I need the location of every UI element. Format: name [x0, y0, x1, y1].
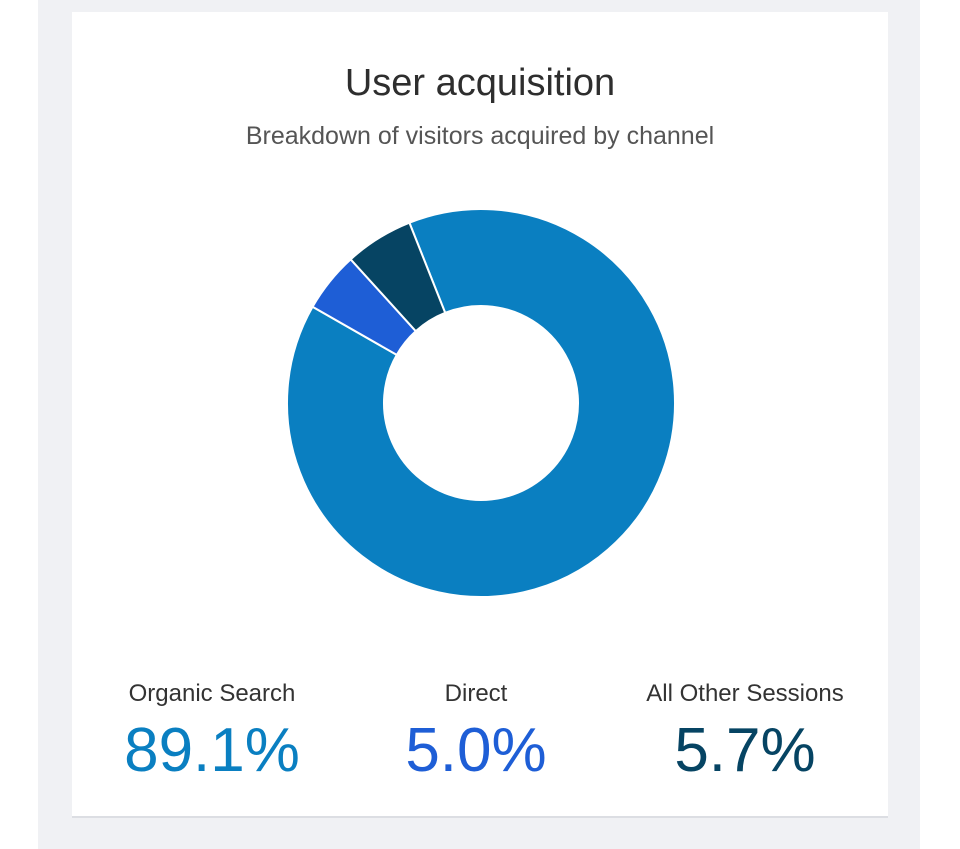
- donut-chart: [286, 208, 676, 599]
- chart-title: User acquisition: [344, 62, 616, 104]
- legend-value-all-other-sessions: 5.7%: [674, 716, 816, 785]
- legend-item-organic-search: Organic Search 89.1%: [82, 682, 342, 782]
- user-acquisition-card: User acquisition Breakdown of visitors a…: [72, 12, 888, 816]
- legend-label-organic-search: Organic Search: [128, 680, 296, 707]
- legend-label-direct: Direct: [444, 680, 508, 707]
- legend-value-organic-search: 89.1%: [124, 716, 300, 785]
- slice-all-other-sessions: [349, 221, 447, 333]
- chart-subtitle: Breakdown of visitors acquired by channe…: [245, 122, 715, 150]
- slice-organic-search: [286, 208, 676, 599]
- legend-item-all-other-sessions: All Other Sessions 5.7%: [615, 682, 875, 782]
- legend-label-all-other-sessions: All Other Sessions: [646, 680, 844, 707]
- legend-item-direct: Direct 5.0%: [346, 682, 606, 782]
- legend-value-direct: 5.0%: [405, 716, 547, 785]
